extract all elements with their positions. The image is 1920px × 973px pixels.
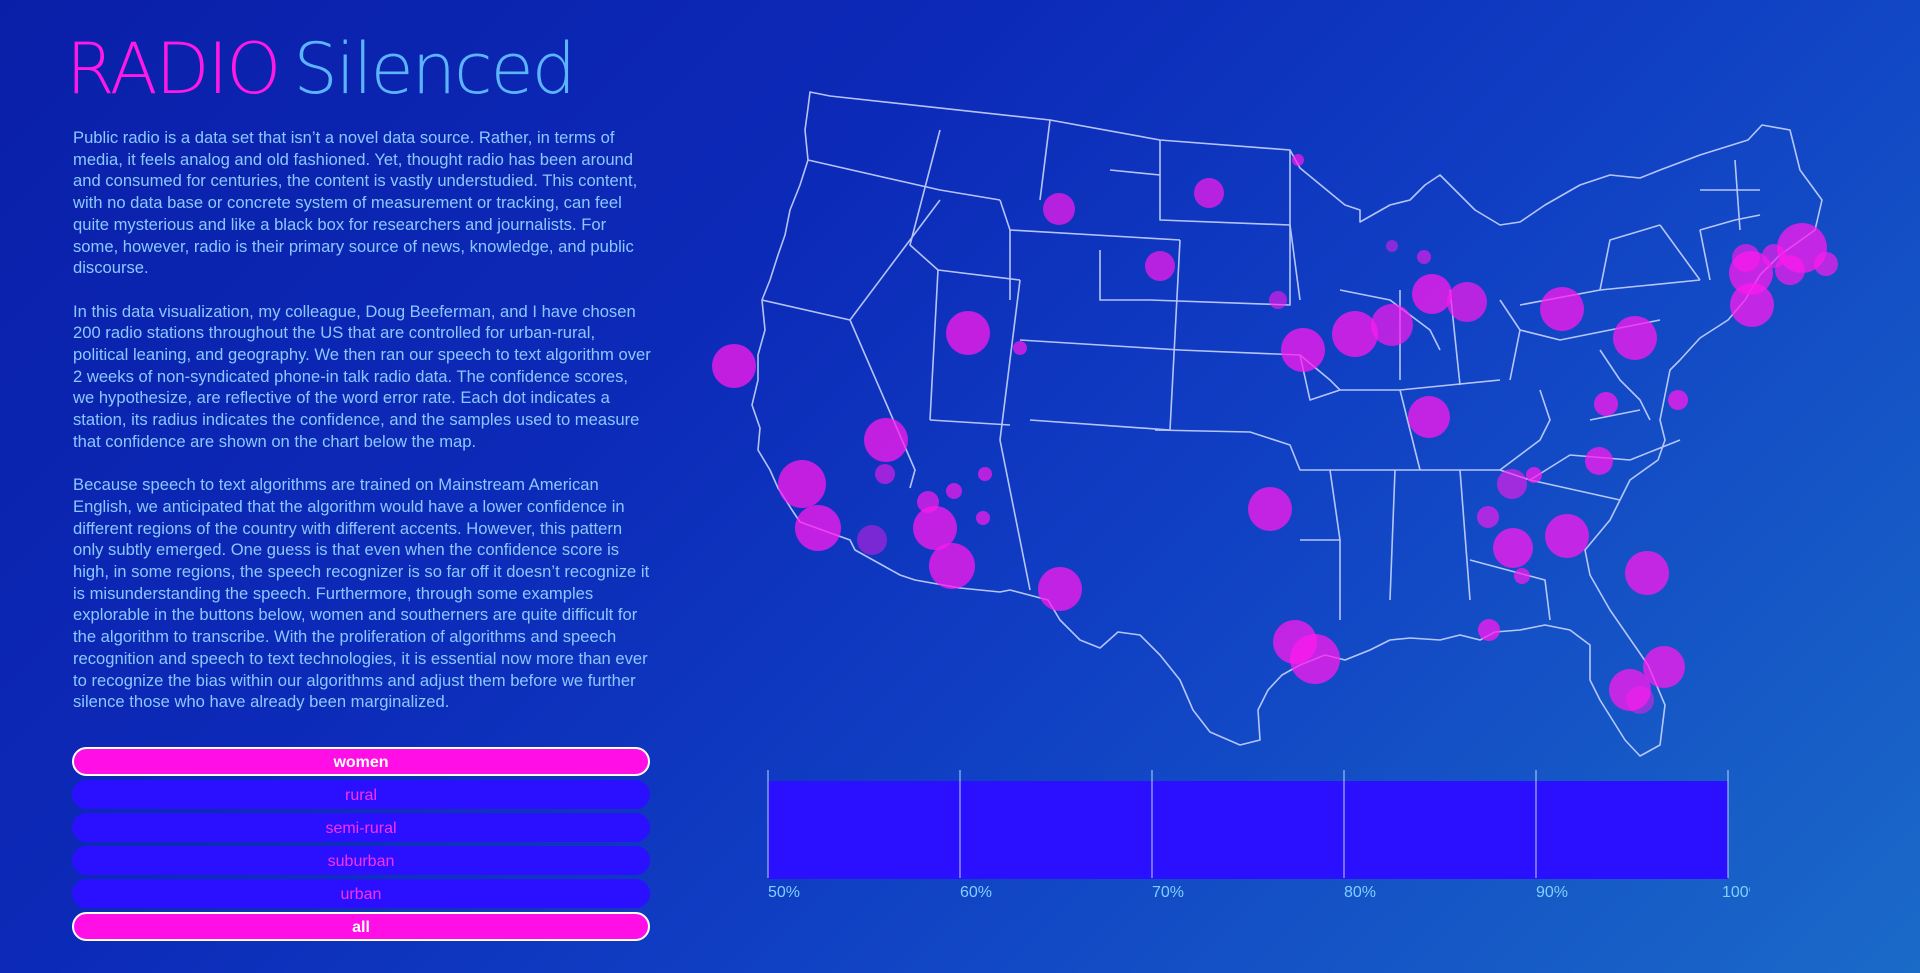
confidence-chart: 50% 60% 70% 80% 90% 100% bbox=[767, 770, 1750, 901]
intro-paragraph-1: Public radio is a data set that isn’t a … bbox=[73, 128, 638, 278]
title-radio: RADIO bbox=[66, 28, 281, 110]
station-dots bbox=[712, 154, 1838, 714]
intro-text: Public radio is a data set that isn’t a … bbox=[73, 127, 653, 745]
urban-button[interactable]: urban bbox=[72, 879, 650, 908]
page-title: RADIO Silenced bbox=[66, 28, 576, 110]
filter-buttons: women rural semi-rural suburban urban al… bbox=[72, 747, 650, 945]
axis-tick-label: 80% bbox=[1344, 884, 1376, 901]
axis-tick-label: 70% bbox=[1152, 884, 1184, 901]
rural-button[interactable]: rural bbox=[72, 780, 650, 809]
axis-tick-label: 100% bbox=[1722, 884, 1750, 901]
intro-paragraph-2: In this data visualization, my colleague… bbox=[73, 301, 651, 451]
all-button[interactable]: all bbox=[72, 912, 650, 941]
confidence-bar bbox=[768, 781, 1728, 879]
semi-rural-button[interactable]: semi-rural bbox=[72, 813, 650, 842]
intro-paragraph-3: Because speech to text algorithms are tr… bbox=[73, 475, 650, 712]
women-button[interactable]: women bbox=[72, 747, 650, 776]
us-map bbox=[712, 91, 1838, 757]
axis-tick-label: 50% bbox=[768, 884, 800, 901]
suburban-button[interactable]: suburban bbox=[72, 846, 650, 875]
axis-tick-label: 60% bbox=[960, 884, 992, 901]
axis-tick-label: 90% bbox=[1536, 884, 1568, 901]
title-silenced: Silenced bbox=[293, 28, 576, 110]
us-outline bbox=[751, 91, 1823, 757]
